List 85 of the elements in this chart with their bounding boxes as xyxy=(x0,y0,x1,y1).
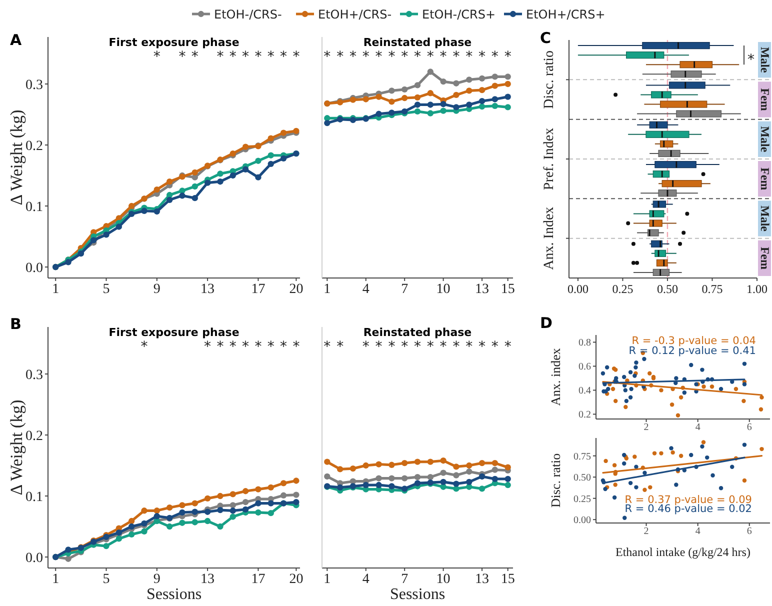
x-tick-label: 1 xyxy=(324,282,331,297)
text: * * * * * * * * * * * * * * xyxy=(324,339,512,355)
y-tick-label: Fem xyxy=(758,88,772,111)
y-axis-title: Anx. index xyxy=(548,348,563,406)
x-tick-label: 17 xyxy=(251,282,266,297)
x-tick-label: 4 xyxy=(362,572,370,587)
text: * * * * * * * * * xyxy=(140,339,300,355)
x-tick-label: 4 xyxy=(695,526,700,537)
legend-label: EtOH+/CRS- xyxy=(318,8,392,22)
y-tick-label: 0.75 xyxy=(574,451,591,462)
y-tick-label: 0.0 xyxy=(26,550,43,566)
x-tick-label: 13 xyxy=(475,282,490,297)
x-tick-label: 13 xyxy=(475,572,490,587)
chart-title: Reinstated phase xyxy=(363,36,472,49)
y-tick-label: 0.6 xyxy=(578,362,591,373)
chart-title: First exposure phase xyxy=(108,326,240,339)
legend-label: EtOH-/CRS- xyxy=(214,8,282,22)
text: A xyxy=(10,31,22,49)
x-tick-label: 9 xyxy=(153,572,160,587)
y-tick-label: Fem xyxy=(758,168,772,190)
x-tick-label: 10 xyxy=(436,572,450,587)
annotation: R = -0.3 p-value = 0.04 xyxy=(632,335,756,347)
y-axis-title: Δ Weight (kg) xyxy=(7,400,26,496)
text: * * * * * * * * * * * * * * * xyxy=(324,49,512,65)
x-tick-label: 10 xyxy=(436,282,450,297)
x-tick-label: 7 xyxy=(401,282,408,297)
y-tick-label: 0.3 xyxy=(26,78,43,93)
x-tick-label: 5 xyxy=(102,282,110,297)
y-tick-label: Fem xyxy=(758,246,772,270)
y-tick-label: 0.3 xyxy=(26,368,43,383)
x-axis-title: Ethanol intake (g/kg/24 hrs) xyxy=(616,545,750,559)
y-tick-label: 0.8 xyxy=(578,338,591,349)
legend-label: EtOH+/CRS+ xyxy=(526,8,606,22)
x-tick-label: 20 xyxy=(289,282,304,297)
x-tick-label: 15 xyxy=(500,572,515,587)
y-tick-label: 0.2 xyxy=(578,410,591,421)
annotation: * xyxy=(748,52,754,68)
legend-label: EtOH-/CRS+ xyxy=(422,8,496,22)
y-tick-label: Male xyxy=(758,46,772,74)
x-tick-label: 13 xyxy=(200,572,215,587)
x-tick-label: 13 xyxy=(200,282,215,297)
y-tick-label: 0.1 xyxy=(26,490,43,505)
y-tick-label: 0.4 xyxy=(578,386,591,397)
y-tick-label: 0.2 xyxy=(26,428,43,444)
x-tick-label: 0.75 xyxy=(702,282,723,296)
x-tick-label: 1.00 xyxy=(746,282,768,296)
y-tick-label: Male xyxy=(758,206,772,232)
x-tick-label: 4 xyxy=(695,422,700,433)
x-tick-label: 1 xyxy=(52,282,60,297)
x-tick-label: 6 xyxy=(746,422,752,433)
y-tick-label: 0.0 xyxy=(26,260,43,276)
y-tick-label: 0.2 xyxy=(26,138,43,154)
x-axis-title: Sessions xyxy=(146,586,202,603)
annotation: R = 0.46 p-value = 0.02 xyxy=(624,503,752,515)
x-tick-label: 4 xyxy=(362,282,370,297)
y-axis-title: Disc. ratio xyxy=(548,453,563,508)
x-axis-title: Sessions xyxy=(390,586,446,603)
x-tick-label: 1 xyxy=(52,572,60,587)
x-tick-label: 7 xyxy=(401,572,408,587)
x-tick-label: 2 xyxy=(644,526,649,537)
x-tick-label: 5 xyxy=(102,572,110,587)
x-tick-label: 17 xyxy=(251,572,266,587)
y-tick-label: Male xyxy=(758,126,772,153)
text: Pref. Index xyxy=(542,128,557,190)
y-tick-label: 0.50 xyxy=(574,472,591,484)
y-tick-label: 0.00 xyxy=(574,515,591,526)
text: Disc. ratio xyxy=(542,50,557,109)
x-tick-label: 20 xyxy=(289,572,304,587)
y-tick-label: 0.1 xyxy=(26,200,43,215)
y-axis-title: Δ Weight (kg) xyxy=(7,110,26,206)
x-tick-label: 1 xyxy=(324,572,331,587)
text: B xyxy=(10,315,22,333)
y-tick-label: 0.25 xyxy=(574,494,591,505)
x-tick-label: 9 xyxy=(153,282,160,297)
text: D xyxy=(540,314,552,332)
x-tick-label: 6 xyxy=(746,526,752,537)
x-tick-label: 0.25 xyxy=(612,282,634,296)
text: * * * * * * * * * * xyxy=(153,49,300,65)
text: Anx. Index xyxy=(542,206,557,270)
x-tick-label: 0.50 xyxy=(656,282,678,296)
chart-title: First exposure phase xyxy=(108,36,240,49)
x-tick-label: 2 xyxy=(644,422,649,433)
text: C xyxy=(540,29,552,47)
x-tick-label: 15 xyxy=(500,282,515,297)
chart-title: Reinstated phase xyxy=(363,326,472,339)
